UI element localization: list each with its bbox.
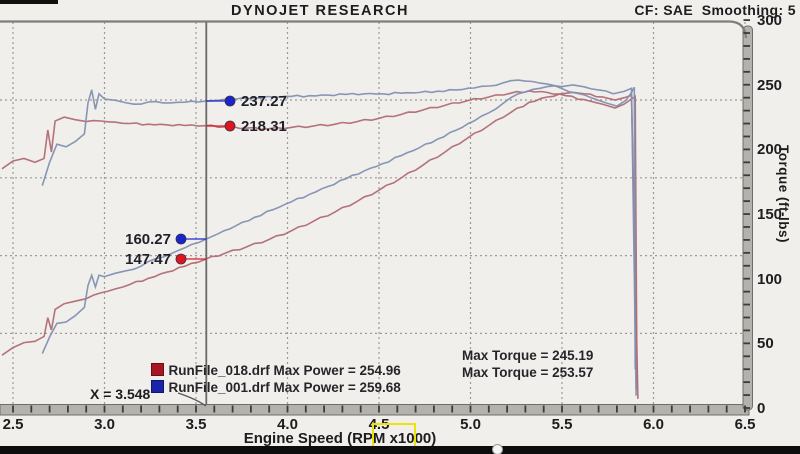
legend-run018-power: RunFile_018.drf Max Power = 254.96 [168, 363, 401, 378]
y-tick-label: 100 [757, 270, 783, 288]
cursor-label-pointer [177, 392, 207, 407]
page-title: DYNOJET RESEARCH [231, 3, 409, 19]
video-progress-bar[interactable] [0, 446, 800, 454]
x-tick-label: 6.0 [643, 416, 664, 433]
legend-row-run001: RunFile_001.drf Max Power = 259.68 Max T… [128, 365, 688, 395]
readout-dot [224, 120, 236, 132]
y-tick-label: 200 [757, 141, 783, 159]
x-axis-bar [0, 404, 750, 416]
legend-swatch-red [150, 363, 164, 376]
right-axis-title: Torque (ft-lbs) [776, 145, 791, 243]
plot-top-border [0, 20, 748, 39]
x-axis-title: Engine Speed (RPM x1000) [243, 430, 437, 447]
legend-run001-torque: Max Torque = 253.57 [462, 365, 594, 380]
y-tick-label: 300 [757, 12, 783, 30]
y-tick-label: 50 [757, 335, 774, 353]
cursor-readout-value: 160.27 [125, 231, 171, 248]
x-tick-label: 3.5 [185, 416, 207, 433]
legend-run001-power: RunFile_001.drf Max Power = 259.68 [168, 380, 401, 395]
x-tick-label: 3.0 [94, 416, 115, 433]
legend-row-run018: RunFile_018.drf Max Power = 254.96 Max T… [128, 348, 688, 378]
readout-dot [224, 95, 236, 107]
x-tick-label: 6.5 [734, 416, 756, 433]
readout-dot [175, 253, 187, 265]
cursor-position-label: X = 3.548 [90, 386, 151, 402]
correction-smoothing-label: CF: SAE Smoothing: 5 [634, 2, 796, 18]
x-tick-label: 5.0 [460, 416, 481, 433]
curve-RunFile_001-drf-power [41, 84, 637, 396]
readout-dot [175, 233, 187, 245]
cursor-readout-value: 237.27 [241, 93, 287, 110]
legend-run018-torque: Max Torque = 245.19 [462, 348, 594, 363]
legend: RunFile_018.drf Max Power = 254.96 Max T… [128, 348, 688, 395]
legend-swatch-blue [150, 380, 164, 393]
curve-RunFile_018-drf-torque [1, 90, 638, 390]
y-tick-label: 0 [757, 400, 766, 417]
curve-RunFile_018-drf-power [1, 91, 639, 399]
video-artifact-strip [0, 0, 58, 4]
curve-RunFile_001-drf-torque [41, 79, 636, 370]
x-tick-label: 4.0 [277, 416, 298, 433]
cursor-readout-value: 147.47 [125, 251, 171, 268]
x-tick-label: 5.5 [551, 416, 573, 433]
video-playhead-icon[interactable] [492, 444, 503, 454]
right-axis-bar [742, 25, 753, 411]
y-tick-label: 250 [757, 76, 783, 94]
y-tick-label: 150 [757, 206, 783, 224]
x-tick-label: 2.5 [2, 416, 24, 433]
cursor-readout-value: 218.31 [241, 118, 287, 135]
